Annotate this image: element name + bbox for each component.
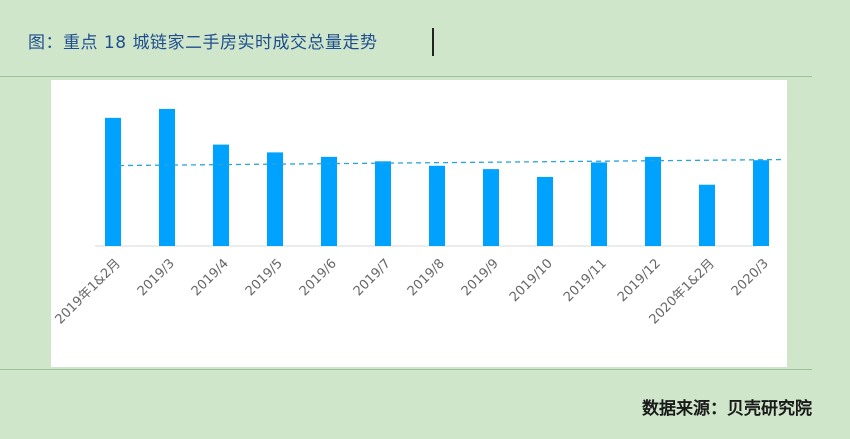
bar-chart: 2019年1&2月 2019/3 2019/4 2019/5 2019/6 2019/7 2… <box>53 108 786 327</box>
divider-bottom <box>0 369 812 370</box>
bar-8 <box>537 176 553 246</box>
x-tick-label-2: 2019/4 <box>189 256 232 299</box>
chart-title: 图：重点 18 城链家二手房实时成交总量走势 <box>28 33 378 53</box>
text-cursor <box>432 28 434 56</box>
x-tick-label-0: 2019年1&2月 <box>53 256 124 327</box>
chart-panel: 2019年1&2月 2019/3 2019/4 2019/5 2019/6 2019/7 2… <box>51 80 787 367</box>
bar-5 <box>375 161 391 246</box>
x-tick-label-4: 2019/6 <box>297 256 340 299</box>
x-tick-label-10: 2019/12 <box>615 256 664 305</box>
x-tick-label-3: 2019/5 <box>243 256 286 299</box>
x-tick-label-1: 2019/3 <box>135 256 178 299</box>
bar-9 <box>591 162 607 246</box>
bar-0 <box>105 117 121 246</box>
divider-top <box>0 76 812 77</box>
x-tick-label-6: 2019/8 <box>405 256 448 299</box>
x-tick-label-7: 2019/9 <box>459 256 502 299</box>
bar-6 <box>429 165 445 246</box>
bar-12 <box>753 160 769 246</box>
x-tick-label-8: 2019/10 <box>507 256 556 305</box>
bar-10 <box>645 156 661 246</box>
data-source-note: 数据来源：贝壳研究院 <box>642 399 812 419</box>
x-tick-label-9: 2019/11 <box>561 256 610 305</box>
reference-line <box>118 158 786 167</box>
bar-1 <box>159 108 175 246</box>
x-tick-label-12: 2020/3 <box>729 256 772 299</box>
x-tick-label-5: 2019/7 <box>351 256 394 299</box>
bar-3 <box>267 152 283 246</box>
bar-11 <box>699 184 715 246</box>
bar-4 <box>321 156 337 246</box>
bar-2 <box>213 144 229 246</box>
bar-7 <box>483 169 499 246</box>
